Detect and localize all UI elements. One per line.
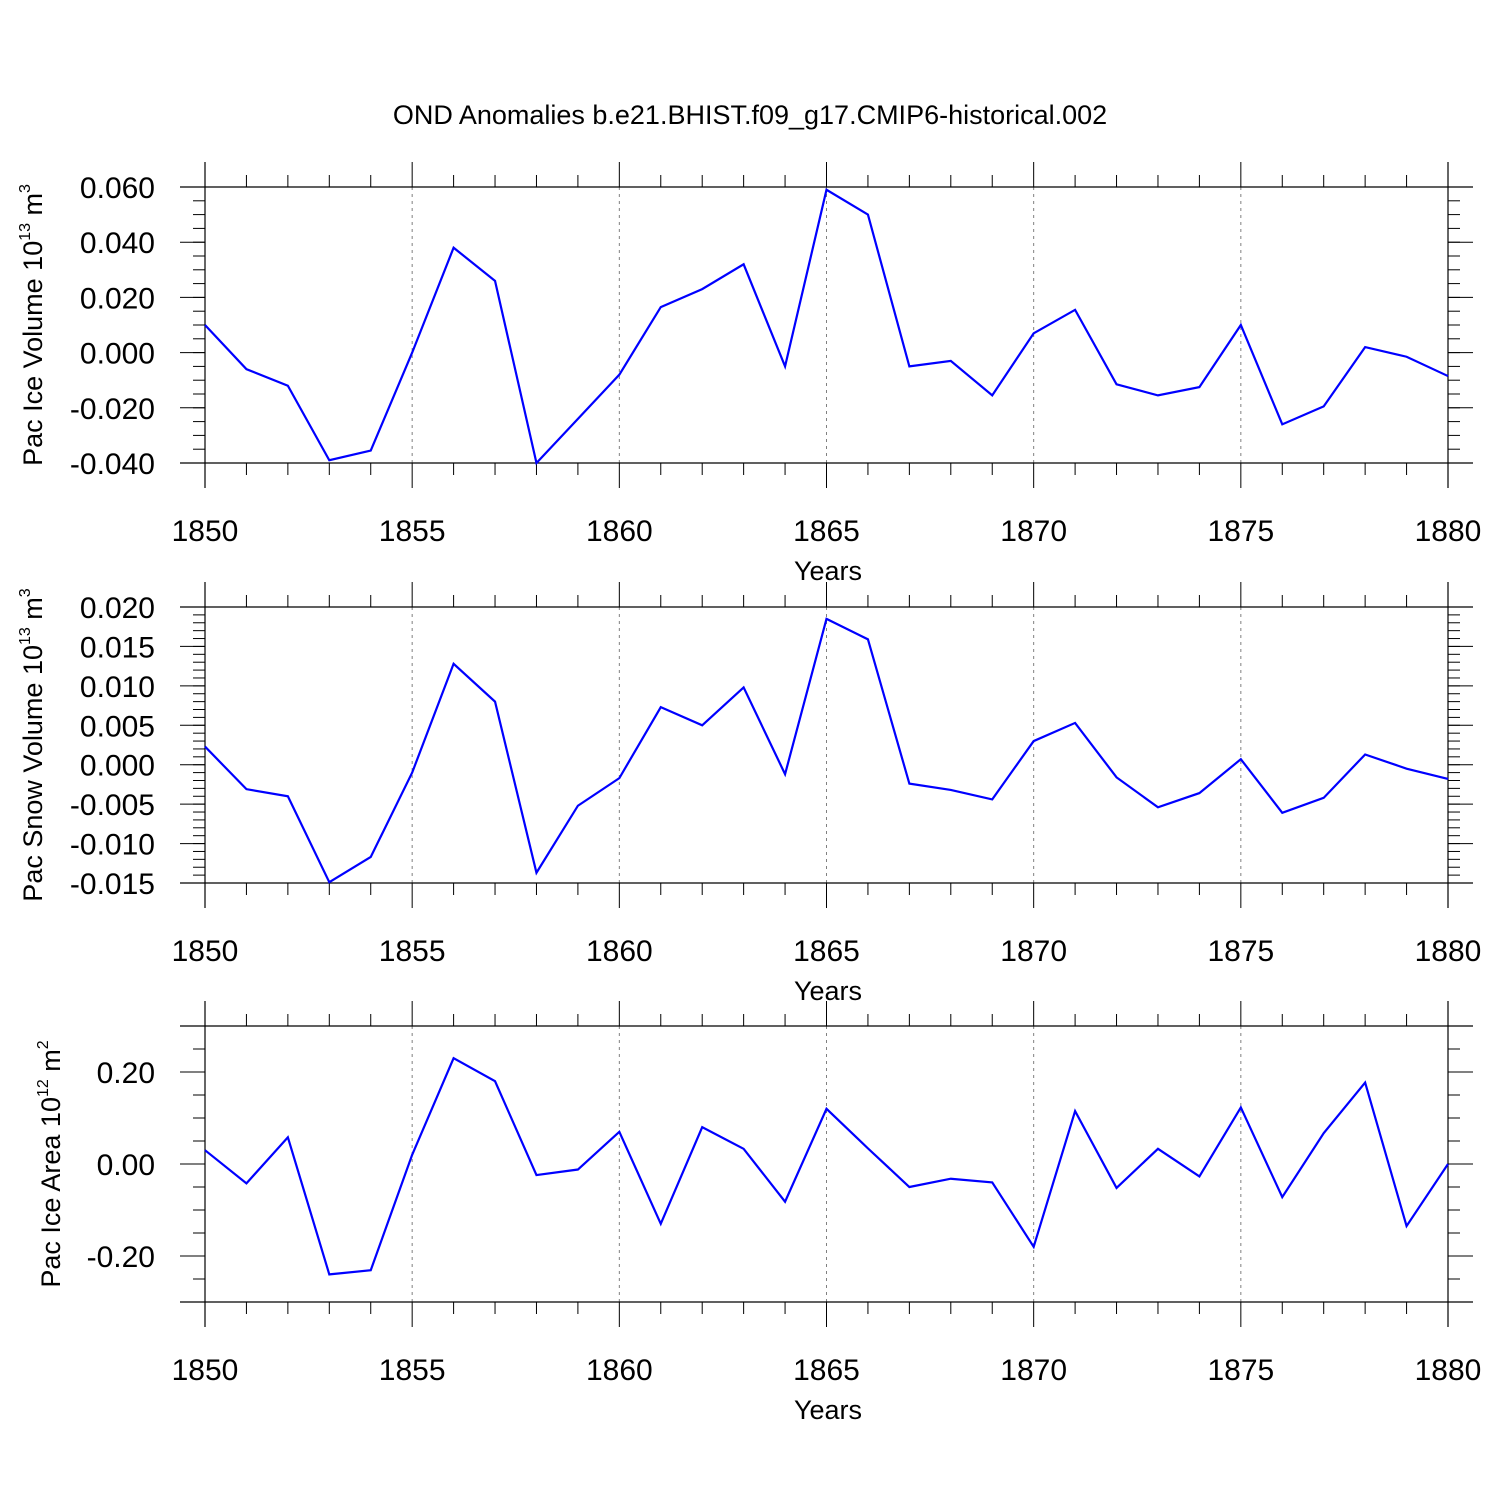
y-tick-label: 0.020 xyxy=(80,282,155,315)
y-tick-label: 0.010 xyxy=(80,671,155,704)
x-tick-label: 1850 xyxy=(172,1354,239,1387)
panels: -0.040 -0.020 0.000 0.020 0.040 0.060 1850 1855… xyxy=(17,162,1481,1425)
y-tick-label: -0.040 xyxy=(70,448,155,481)
y-axis-label: Pac Ice Volume 1013 m3 xyxy=(17,184,48,466)
y-axis-label-unit: m xyxy=(36,1049,66,1079)
y-tick-label: 0.000 xyxy=(80,338,155,371)
y-tick-label: 0.000 xyxy=(80,750,155,783)
y-axis-label-name: Pac Ice Volume 10 xyxy=(18,241,48,466)
y-axis-label-unit-exponent: 3 xyxy=(17,588,34,597)
x-tick-label: 1880 xyxy=(1415,935,1482,968)
y-tick-label: -0.20 xyxy=(87,1241,155,1274)
x-tick-label: 1860 xyxy=(586,935,653,968)
x-tick-label: 1855 xyxy=(379,935,446,968)
x-axis-label: Years xyxy=(794,556,862,586)
y-tick-label: -0.020 xyxy=(70,393,155,426)
x-tick-label: 1850 xyxy=(172,935,239,968)
y-tick-label: 0.005 xyxy=(80,710,155,743)
chart-panel-3: -0.20 0.00 0.20 1850 1855 1860 1865 1870 1875 188… xyxy=(35,1001,1481,1425)
y-axis-label: Pac Ice Area 1012 m2 xyxy=(35,1040,66,1287)
y-tick-label: 0.060 xyxy=(80,172,155,205)
x-tick-label: 1870 xyxy=(1000,515,1067,548)
y-tick-label: 0.015 xyxy=(80,631,155,664)
y-tick-label: 0.00 xyxy=(97,1149,155,1182)
x-tick-label: 1875 xyxy=(1207,1354,1274,1387)
x-tick-label: 1855 xyxy=(379,515,446,548)
x-tick-label: 1870 xyxy=(1000,1354,1067,1387)
x-tick-label: 1855 xyxy=(379,1354,446,1387)
chart-panel-2: -0.015 -0.010 -0.005 0.000 0.005 0.010 0.015 0.… xyxy=(17,582,1481,1006)
x-tick-label: 1850 xyxy=(172,515,239,548)
y-axis-label-name: Pac Snow Volume 10 xyxy=(18,645,48,902)
x-tick-label: 1875 xyxy=(1207,935,1274,968)
y-tick-label: 0.020 xyxy=(80,592,155,625)
y-axis-label-unit: m xyxy=(18,597,48,627)
y-tick-label: -0.005 xyxy=(70,789,155,822)
y-axis-label-exponent: 13 xyxy=(17,223,34,241)
figure-title: OND Anomalies b.e21.BHIST.f09_g17.CMIP6-… xyxy=(393,100,1107,130)
x-tick-label: 1865 xyxy=(793,935,860,968)
x-tick-label: 1860 xyxy=(586,515,653,548)
chart-panel-1: -0.040 -0.020 0.000 0.020 0.040 0.060 1850 1855… xyxy=(17,162,1481,586)
x-axis-label: Years xyxy=(794,976,862,1006)
y-tick-label: 0.20 xyxy=(97,1057,155,1090)
x-tick-label: 1865 xyxy=(793,1354,860,1387)
y-axis-label-unit-exponent: 2 xyxy=(35,1040,52,1049)
x-axis-label: Years xyxy=(794,1395,862,1425)
y-tick-label: -0.010 xyxy=(70,829,155,862)
x-tick-label: 1865 xyxy=(793,515,860,548)
y-tick-label: -0.015 xyxy=(70,868,155,901)
y-axis-label-unit-exponent: 3 xyxy=(17,184,34,193)
x-tick-label: 1880 xyxy=(1415,1354,1482,1387)
y-axis-label-exponent: 13 xyxy=(17,627,34,645)
x-tick-label: 1880 xyxy=(1415,515,1482,548)
y-tick-label: 0.040 xyxy=(80,227,155,260)
x-tick-label: 1875 xyxy=(1207,515,1274,548)
y-axis-label-exponent: 12 xyxy=(35,1079,52,1097)
x-tick-label: 1860 xyxy=(586,1354,653,1387)
y-axis-label-unit: m xyxy=(18,193,48,223)
x-tick-label: 1870 xyxy=(1000,935,1067,968)
y-axis-label-name: Pac Ice Area 10 xyxy=(36,1097,66,1288)
y-axis-label: Pac Snow Volume 1013 m3 xyxy=(17,588,48,901)
